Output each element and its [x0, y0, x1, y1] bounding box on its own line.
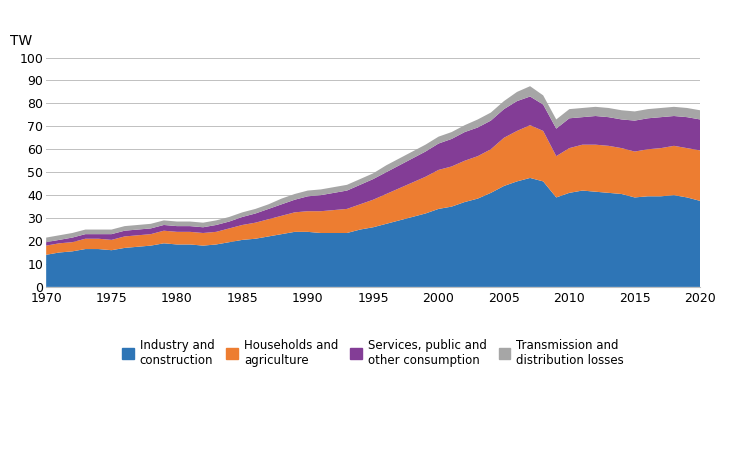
Legend: Industry and
construction, Households and
agriculture, Services, public and
othe: Industry and construction, Households an… [122, 339, 624, 367]
Text: TW: TW [10, 34, 32, 48]
